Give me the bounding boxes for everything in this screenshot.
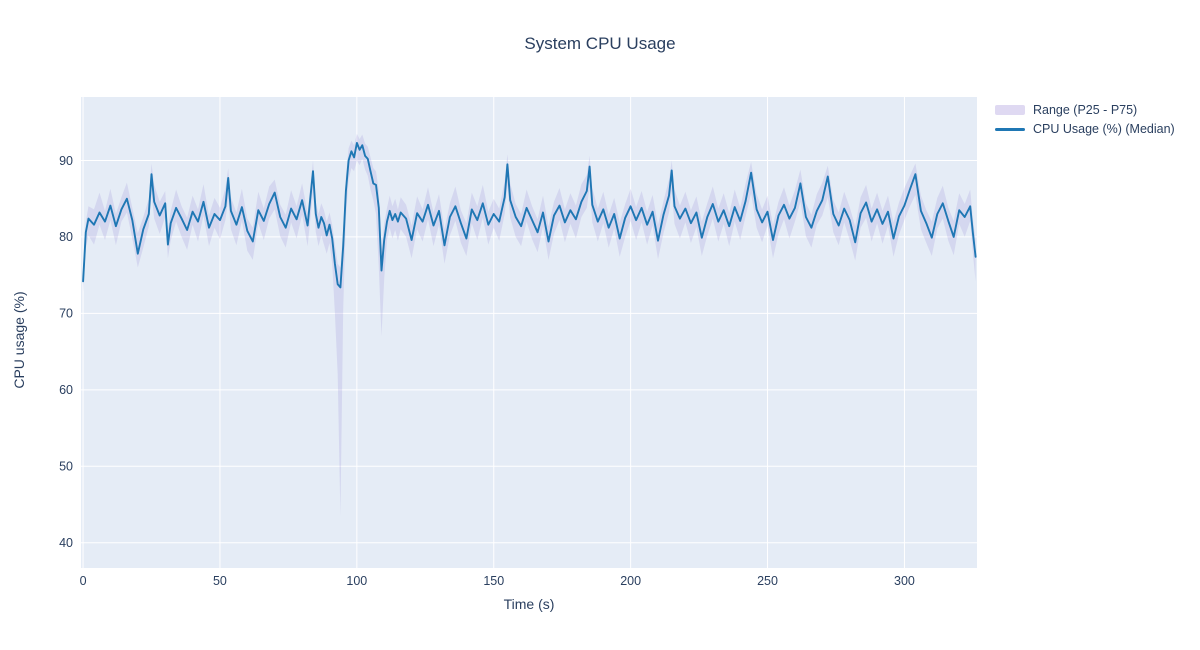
median-line-swatch-icon [995,127,1025,131]
x-tick-label: 250 [757,574,778,588]
x-tick-label: 50 [213,574,227,588]
y-tick-label: 60 [59,383,73,397]
y-tick-label: 40 [59,536,73,550]
x-tick-label: 150 [483,574,504,588]
legend-item-range[interactable]: Range (P25 - P75) [995,103,1175,117]
y-tick-label: 70 [59,307,73,321]
plot-background [81,97,977,568]
legend-range-label: Range (P25 - P75) [1033,103,1138,117]
median-line [82,141,977,289]
y-tick-label: 90 [59,154,73,168]
x-axis-title: Time (s) [503,596,555,612]
x-tick-label: 0 [80,574,87,588]
range-band [83,133,976,516]
legend-item-median[interactable]: CPU Usage (%) (Median) [995,122,1175,136]
y-tick-label: 50 [59,460,73,474]
x-tick-label: 200 [620,574,641,588]
chart-title: System CPU Usage [524,34,676,53]
x-tick-label: 300 [894,574,915,588]
range-band-swatch-icon [995,105,1025,115]
y-tick-label: 80 [59,230,73,244]
legend-median-label: CPU Usage (%) (Median) [1033,122,1175,136]
x-tick-label: 100 [346,574,367,588]
legend: Range (P25 - P75) CPU Usage (%) (Median) [995,103,1175,136]
y-axis-title: CPU usage (%) [11,291,27,389]
